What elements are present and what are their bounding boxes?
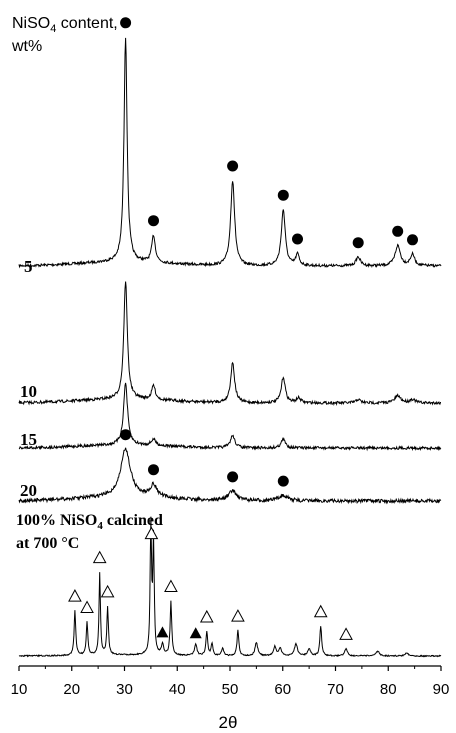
markers-group (68, 17, 418, 640)
phase-marker-circle (277, 189, 289, 201)
phase-marker-circle (120, 17, 132, 29)
x-tick-label: 50 (222, 681, 239, 698)
phase-marker-open-triangle (231, 609, 245, 622)
x-tick-label: 10 (11, 681, 28, 698)
phase-marker-filled-triangle (156, 626, 169, 638)
sample-label-20: 20 (20, 481, 37, 500)
phase-marker-circle (352, 237, 364, 249)
reference-label-line1: 100% NiSO4 calcined (16, 512, 163, 532)
x-tick-label: 70 (327, 681, 344, 698)
phase-marker-circle (277, 475, 289, 487)
trace-2 (18, 281, 441, 406)
phase-marker-open-triangle (339, 627, 353, 640)
legend-title-line2: wt% (11, 38, 42, 55)
x-tick-label: 20 (63, 681, 80, 698)
x-tick-label: 90 (433, 681, 450, 698)
phase-marker-open-triangle (92, 550, 107, 564)
trace-3 (18, 382, 442, 452)
phase-marker-circle (392, 225, 404, 237)
x-tick-label: 40 (169, 681, 186, 698)
phase-marker-open-triangle (313, 604, 328, 618)
reference-label-line2: at 700 °C (16, 535, 79, 552)
x-tick-label: 60 (274, 681, 291, 698)
x-axis-label: 2θ (219, 713, 238, 732)
phase-marker-circle (227, 160, 239, 172)
x-ticks-group: 10 20 30 40 50 60 70 80 90 (11, 666, 450, 698)
phase-marker-open-triangle (144, 526, 159, 540)
trace-4 (18, 447, 442, 505)
phase-marker-circle (120, 429, 132, 441)
phase-marker-circle (407, 234, 418, 246)
phase-marker-open-triangle (100, 584, 115, 598)
trace-5 (18, 516, 442, 658)
x-tick-label: 80 (380, 681, 397, 698)
phase-marker-open-triangle (164, 579, 178, 593)
phase-marker-filled-triangle (189, 627, 202, 639)
phase-marker-open-triangle (68, 589, 82, 602)
x-tick-label: 30 (116, 681, 133, 698)
sample-label-10: 10 (20, 382, 37, 401)
phase-marker-circle (227, 471, 239, 483)
sample-label-15: 15 (20, 430, 37, 449)
legend-title-line1: NiSO4 content, (12, 15, 118, 35)
phase-marker-circle (148, 464, 159, 476)
phase-marker-open-triangle (199, 609, 214, 623)
phase-marker-circle (148, 215, 159, 227)
phase-marker-circle (292, 233, 303, 245)
traces-group (18, 37, 442, 658)
trace-1 (18, 37, 442, 269)
phase-marker-open-triangle (80, 600, 94, 613)
sample-label-5: 5 (24, 257, 33, 276)
